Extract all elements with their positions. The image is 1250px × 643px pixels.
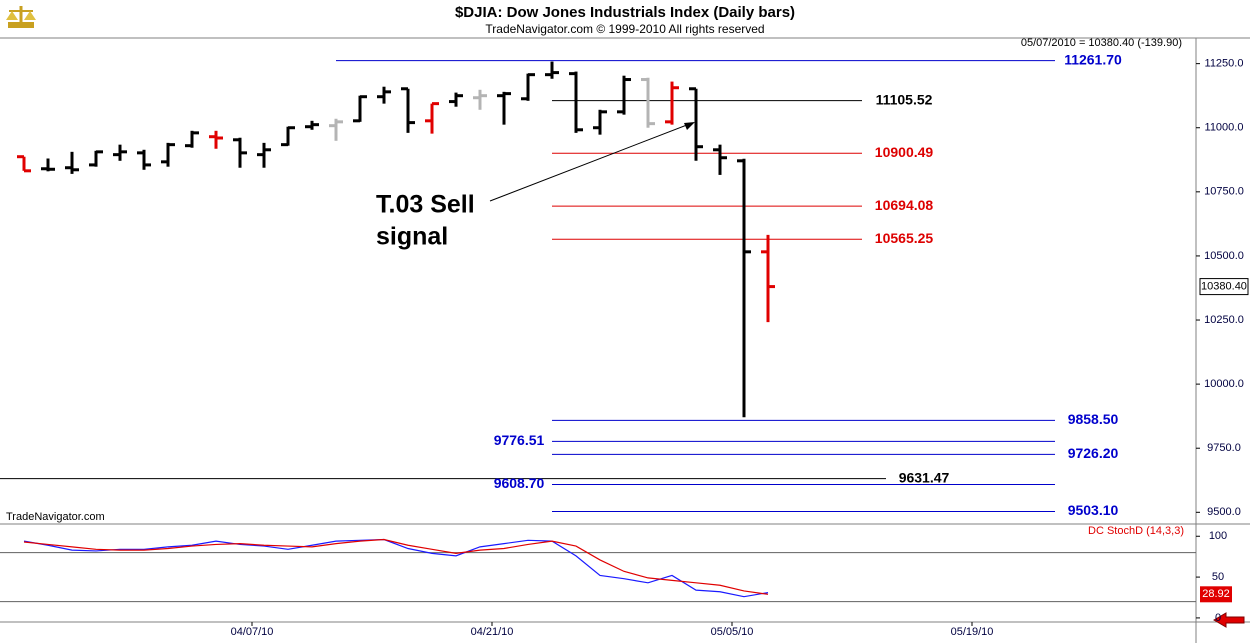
watermark: TradeNavigator.com: [6, 511, 105, 523]
last-value-label: 28.92: [1202, 588, 1230, 600]
x-tick-label: 04/07/10: [231, 626, 274, 638]
last-price-box: [1199, 278, 1249, 296]
y-tick-label: 9750.0: [1207, 442, 1241, 454]
y-tick-label: 10250.0: [1204, 314, 1244, 326]
y-tick-label: 11250.0: [1205, 58, 1244, 70]
level-label: 9776.51: [494, 432, 545, 448]
annotation: signal: [376, 223, 448, 251]
y-tick-label: 10750.0: [1204, 186, 1244, 198]
level-label: 10565.25: [875, 230, 934, 246]
level-label: 11105.52: [876, 91, 933, 107]
y-tick-label: 11000.0: [1205, 122, 1244, 134]
scroll-arrow[interactable]: [1213, 612, 1245, 628]
y-tick-label: 50: [1212, 571, 1224, 583]
level-label: 9726.20: [1068, 445, 1119, 461]
last-value-box: [1200, 586, 1232, 603]
level-label: 9503.10: [1068, 502, 1119, 518]
level-label: 9858.50: [1068, 411, 1119, 427]
quote: 05/07/2010 = 10380.40 (-139.90): [1021, 37, 1182, 49]
level-label: 11261.70: [1064, 51, 1122, 67]
level-label: 10694.08: [875, 197, 934, 213]
indicator-title: DC StochD (14,3,3): [1088, 525, 1184, 537]
y-tick-label: 10500.0: [1204, 250, 1244, 262]
indicator-line: [23, 538, 769, 595]
level-label: 10900.49: [875, 144, 934, 160]
x-tick-label: 05/19/10: [951, 626, 994, 638]
indicator-line: [23, 538, 769, 598]
y-tick-label: 10000.0: [1204, 378, 1244, 390]
y-tick-label: 9500.0: [1207, 506, 1241, 518]
x-tick-label: 05/05/10: [711, 626, 754, 638]
annotation: T.03 Sell: [376, 191, 475, 219]
y-tick-label: 0: [1215, 612, 1221, 624]
level-label: 9631.47: [899, 469, 950, 485]
y-tick-label: 100: [1209, 530, 1227, 542]
level-label: 9608.70: [494, 475, 545, 491]
chart-subtitle: TradeNavigator.com © 1999-2010 All right…: [485, 22, 764, 36]
chart-title: $DJIA: Dow Jones Industrials Index (Dail…: [455, 4, 795, 21]
last-price-label: 10380.40: [1201, 280, 1247, 292]
logo: [6, 6, 36, 28]
x-tick-label: 04/21/10: [471, 626, 514, 638]
annotation-arrow: [489, 122, 693, 202]
annotation-arrowhead: [684, 122, 695, 130]
